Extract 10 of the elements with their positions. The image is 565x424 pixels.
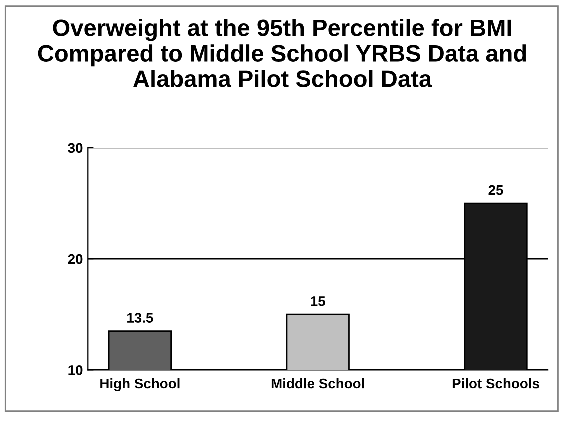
y-tick-label: 20	[68, 254, 83, 264]
data-label: 25	[488, 185, 504, 196]
data-label: 13.5	[128, 313, 154, 323]
x-tick-label: High School	[100, 378, 180, 392]
y-tick-label: 30	[68, 143, 83, 154]
y-tick-label: 10	[68, 365, 83, 376]
data-label: 15	[311, 296, 326, 306]
chart-title: Overweight at the 95th Percentile for BMI Compared to Middle School YRBS Data and Alabama Pilot School Data	[38, 19, 526, 88]
x-tick-label: Middle School	[272, 378, 364, 389]
x-tick-label: Pilot Schools	[452, 378, 540, 389]
